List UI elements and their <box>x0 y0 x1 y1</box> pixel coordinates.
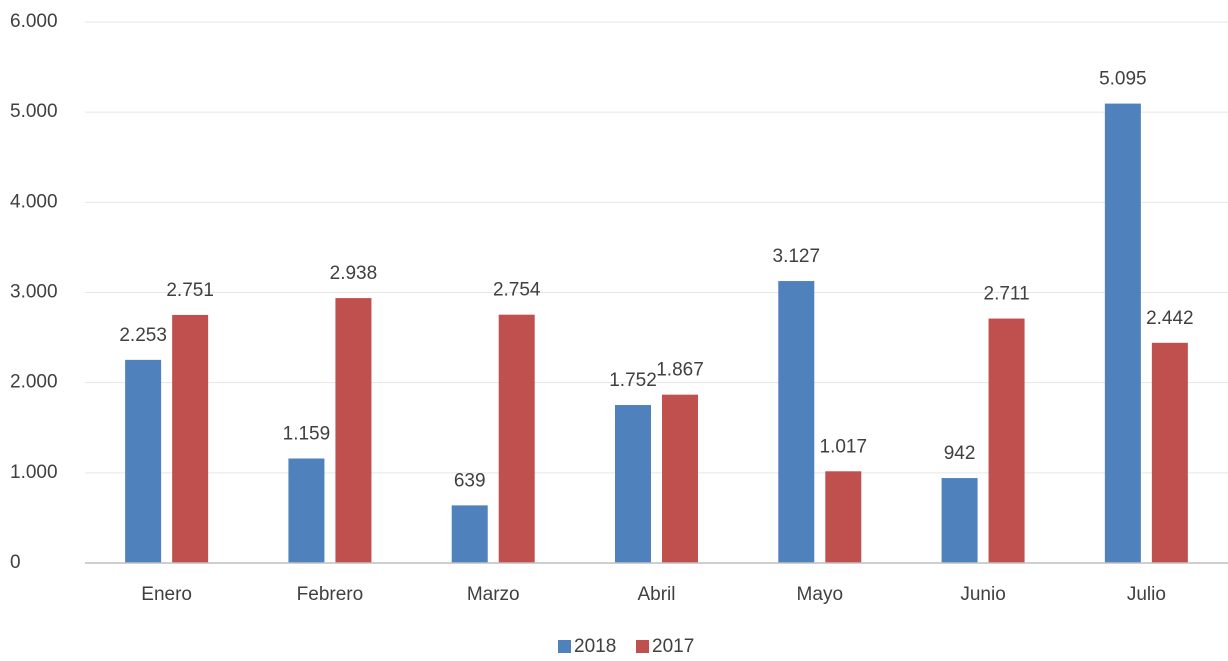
bar <box>941 478 978 563</box>
legend-label: 2018 <box>574 636 616 656</box>
legend-swatch <box>636 640 649 653</box>
data-label: 5.095 <box>1099 69 1147 90</box>
bar <box>335 298 372 563</box>
bar <box>1151 342 1188 563</box>
y-tick-label: 6.000 <box>10 11 58 32</box>
bar <box>778 281 815 563</box>
x-tick-label: Junio <box>960 584 1005 605</box>
data-label: 1.159 <box>283 424 331 445</box>
data-label: 1.752 <box>609 370 657 391</box>
bar <box>615 405 651 563</box>
data-label: 2.253 <box>119 325 167 346</box>
y-tick-label: 2.000 <box>10 372 58 393</box>
x-tick-label: Abril <box>637 584 675 605</box>
x-tick-label: Enero <box>141 584 192 605</box>
bar <box>498 314 535 563</box>
data-label: 2.751 <box>166 280 214 301</box>
data-label: 2.442 <box>1146 308 1194 329</box>
y-tick-label: 1.000 <box>10 462 58 483</box>
data-label: 2.754 <box>493 280 541 301</box>
data-label: 1.017 <box>820 436 868 457</box>
legend-swatch <box>558 640 571 653</box>
bar <box>288 458 325 563</box>
data-label: 1.867 <box>656 360 704 381</box>
y-tick-label: 3.000 <box>10 282 58 303</box>
bar <box>988 318 1025 563</box>
bar <box>662 394 698 563</box>
y-tick-label: 5.000 <box>10 101 58 122</box>
bar <box>451 505 488 563</box>
bar <box>172 314 209 563</box>
y-tick-label: 4.000 <box>10 191 58 212</box>
data-label: 942 <box>944 443 976 464</box>
x-tick-label: Mayo <box>797 584 843 605</box>
data-label: 639 <box>454 470 486 491</box>
data-label: 2.711 <box>984 284 1030 305</box>
x-tick-label: Julio <box>1127 584 1166 605</box>
data-label: 2.938 <box>330 263 378 284</box>
bar <box>125 359 162 563</box>
legend-label: 2017 <box>652 636 694 656</box>
bar <box>825 471 862 563</box>
x-tick-label: Marzo <box>467 584 520 605</box>
bar <box>1104 103 1141 563</box>
x-tick-label: Febrero <box>297 584 364 605</box>
data-label: 3.127 <box>773 246 821 267</box>
y-tick-label: 0 <box>10 552 21 573</box>
